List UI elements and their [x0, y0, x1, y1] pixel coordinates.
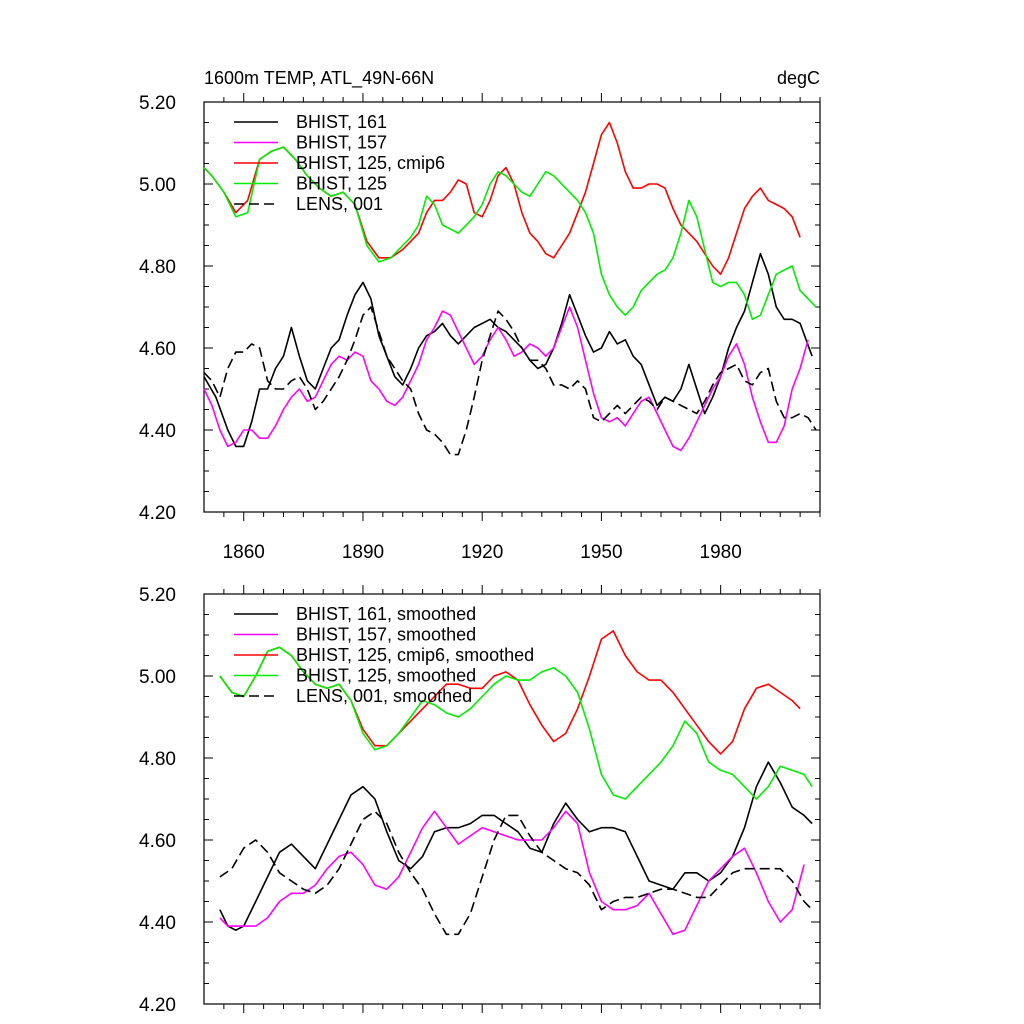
top-x-tick-label: 1860: [223, 542, 265, 563]
bottom-y-tick-label: 4.60: [139, 831, 176, 852]
bottom-legend-label: BHIST, 157, smoothed: [296, 625, 476, 645]
top-legend-label: BHIST, 157: [296, 133, 387, 153]
top-y-tick-label: 4.40: [139, 421, 176, 442]
top-legend-label: BHIST, 125: [296, 174, 387, 194]
top-series-line-lens-001: [203, 306, 817, 456]
top-x-tick-label: 1890: [342, 542, 384, 563]
chart-title: 1600m TEMP, ATL_49N-66N: [204, 68, 434, 89]
top-y-tick-label: 4.80: [139, 257, 176, 278]
bottom-legend-label: BHIST, 125, cmip6, smoothed: [296, 645, 534, 665]
bottom-y-tick-label: 5.20: [139, 585, 176, 606]
bottom-y-tick-label: 5.00: [139, 667, 176, 688]
top-y-tick-label: 5.20: [139, 93, 176, 114]
top-legend-label: LENS, 001: [296, 194, 383, 214]
bottom-series-line-bhist-161-smoothed: [219, 761, 813, 932]
bottom-series-line-bhist-125-smoothed: [219, 646, 813, 800]
top-series-line-bhist-157: [203, 306, 809, 452]
top-series-line-bhist-161: [203, 252, 813, 448]
bottom-legend-label: BHIST, 125, smoothed: [296, 666, 476, 686]
top-y-tick-label: 4.20: [139, 503, 176, 524]
top-legend-label: BHIST, 161: [296, 112, 387, 132]
bottom-series-line-lens-001-smoothed: [219, 810, 813, 936]
top-series-line-bhist-125-cmip6: [203, 121, 801, 276]
bottom-y-tick-label: 4.80: [139, 749, 176, 770]
top-y-tick-label: 4.60: [139, 339, 176, 360]
bottom-legend-label: BHIST, 161, smoothed: [296, 604, 476, 624]
bottom-series-line-bhist-157-smoothed: [219, 810, 805, 936]
top-panel: 4.20 4.40 4.60 4.80 5.00 5.20 1860 1890 1920 1950…: [139, 93, 821, 563]
bottom-y-tick-label: 4.20: [139, 995, 176, 1016]
bottom-panel: 4.20 4.40 4.60 4.80 5.00 5.20 BHIST, 161, smoo…: [139, 585, 821, 1016]
top-x-tick-label: 1980: [700, 542, 742, 563]
top-y-tick-label: 5.00: [139, 175, 176, 196]
top-legend-label: BHIST, 125, cmip6: [296, 153, 445, 173]
top-x-tick-label: 1950: [580, 542, 622, 563]
units-label: degC: [777, 68, 820, 88]
top-series-line-bhist-125: [203, 146, 817, 321]
bottom-y-tick-label: 4.40: [139, 913, 176, 934]
bottom-legend-label: LENS, 001, smoothed: [296, 686, 472, 706]
top-x-tick-label: 1920: [461, 542, 503, 563]
